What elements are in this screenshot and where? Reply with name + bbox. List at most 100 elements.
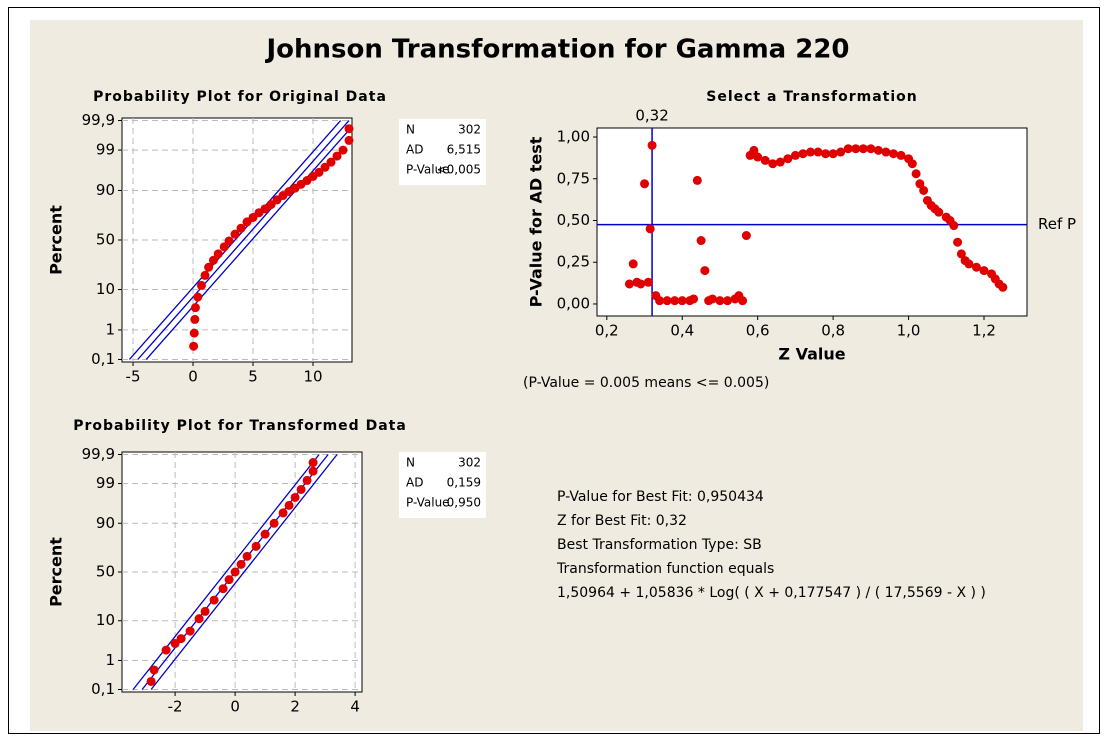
best-fit-line: P-Value for Best Fit: 0,950434: [557, 489, 764, 505]
point: [783, 154, 793, 164]
point: [741, 231, 751, 241]
x-axis-label: Z Value: [778, 345, 845, 364]
point: [790, 150, 800, 160]
point: [189, 328, 199, 338]
point: [308, 458, 318, 468]
y-tick-label: 0,25: [557, 253, 590, 271]
point: [224, 575, 234, 585]
y-tick-label: 50: [96, 563, 115, 581]
reference-label: 0,32: [635, 107, 668, 125]
y-tick-label: 0,75: [557, 169, 590, 187]
y-tick-label: 1: [105, 651, 115, 669]
point: [670, 296, 680, 306]
stats-label: P-Value: [406, 163, 450, 177]
x-tick-label: -5: [126, 368, 141, 386]
y-tick-label: 0,00: [557, 294, 590, 312]
point: [189, 341, 199, 351]
point: [813, 147, 823, 157]
point: [640, 179, 650, 189]
stats-label: AD: [406, 143, 423, 157]
point: [332, 151, 342, 161]
point: [624, 279, 634, 289]
point: [213, 249, 223, 259]
point: [828, 149, 838, 159]
x-tick-label: 0,6: [746, 322, 770, 340]
stats-label: P-Value: [406, 496, 450, 510]
subplot-title: Probability Plot for Transformed Data: [73, 418, 407, 434]
point: [677, 296, 687, 306]
y-tick-label: 0,1: [91, 680, 115, 698]
point: [689, 294, 699, 304]
fit-line: [128, 120, 342, 360]
point: [798, 149, 808, 159]
point: [749, 145, 759, 155]
y-tick-label: 1,00: [557, 128, 590, 146]
point: [284, 500, 294, 510]
x-tick-label: 0,2: [595, 322, 619, 340]
point: [768, 159, 778, 169]
point: [308, 466, 318, 476]
point: [949, 221, 959, 231]
stats-box: [399, 452, 486, 518]
point: [344, 124, 354, 134]
point: [242, 551, 252, 561]
point: [915, 179, 925, 189]
point: [290, 492, 300, 502]
x-tick-label: 1,2: [972, 322, 996, 340]
y-tick-label: 99,9: [82, 111, 115, 129]
point: [326, 157, 336, 167]
point: [230, 567, 240, 577]
x-tick-label: -2: [168, 698, 183, 716]
stats-value: 302: [458, 123, 481, 137]
point: [971, 262, 981, 272]
y-tick-label: 99,9: [82, 445, 115, 463]
point: [821, 149, 831, 159]
stats-label: AD: [406, 476, 423, 490]
point: [655, 296, 665, 306]
x-tick-label: 2: [290, 698, 300, 716]
point: [964, 259, 974, 269]
point: [146, 676, 156, 686]
fit-line: [145, 125, 352, 360]
x-tick-label: 10: [303, 368, 322, 386]
subplot-title: Probability Plot for Original Data: [93, 89, 387, 105]
point: [956, 249, 966, 259]
y-axis-label: Percent: [47, 205, 66, 275]
x-tick-label: 0: [230, 698, 240, 716]
point: [934, 207, 944, 217]
point: [230, 229, 240, 239]
point: [200, 606, 210, 616]
y-tick-label: 99: [96, 474, 115, 492]
point: [888, 149, 898, 159]
y-tick-label: 1: [105, 320, 115, 338]
point: [338, 145, 348, 155]
stats-value: 6,515: [447, 143, 481, 157]
point: [919, 185, 929, 195]
point: [194, 614, 204, 624]
point: [302, 475, 312, 485]
point: [775, 157, 785, 167]
point: [896, 150, 906, 160]
point: [208, 255, 218, 265]
best-fit-line: Best Transformation Type: SB: [557, 537, 762, 553]
point: [190, 303, 200, 313]
point: [645, 224, 655, 234]
point: [236, 559, 246, 569]
reference-label: Ref P: [1038, 215, 1076, 233]
plot-clip: [128, 120, 352, 360]
point: [209, 595, 219, 605]
stats-value: <0,005: [437, 163, 481, 177]
stats-value: 0,950: [447, 496, 481, 510]
y-tick-label: 10: [96, 280, 115, 298]
point: [953, 237, 963, 247]
point: [251, 541, 261, 551]
y-axis-label: Percent: [47, 537, 66, 607]
y-tick-label: 0,50: [557, 211, 590, 229]
stats-box: [399, 119, 486, 185]
point: [278, 508, 288, 518]
point: [696, 236, 706, 246]
y-tick-label: 90: [96, 514, 115, 532]
y-tick-label: 50: [96, 231, 115, 249]
point: [715, 296, 725, 306]
